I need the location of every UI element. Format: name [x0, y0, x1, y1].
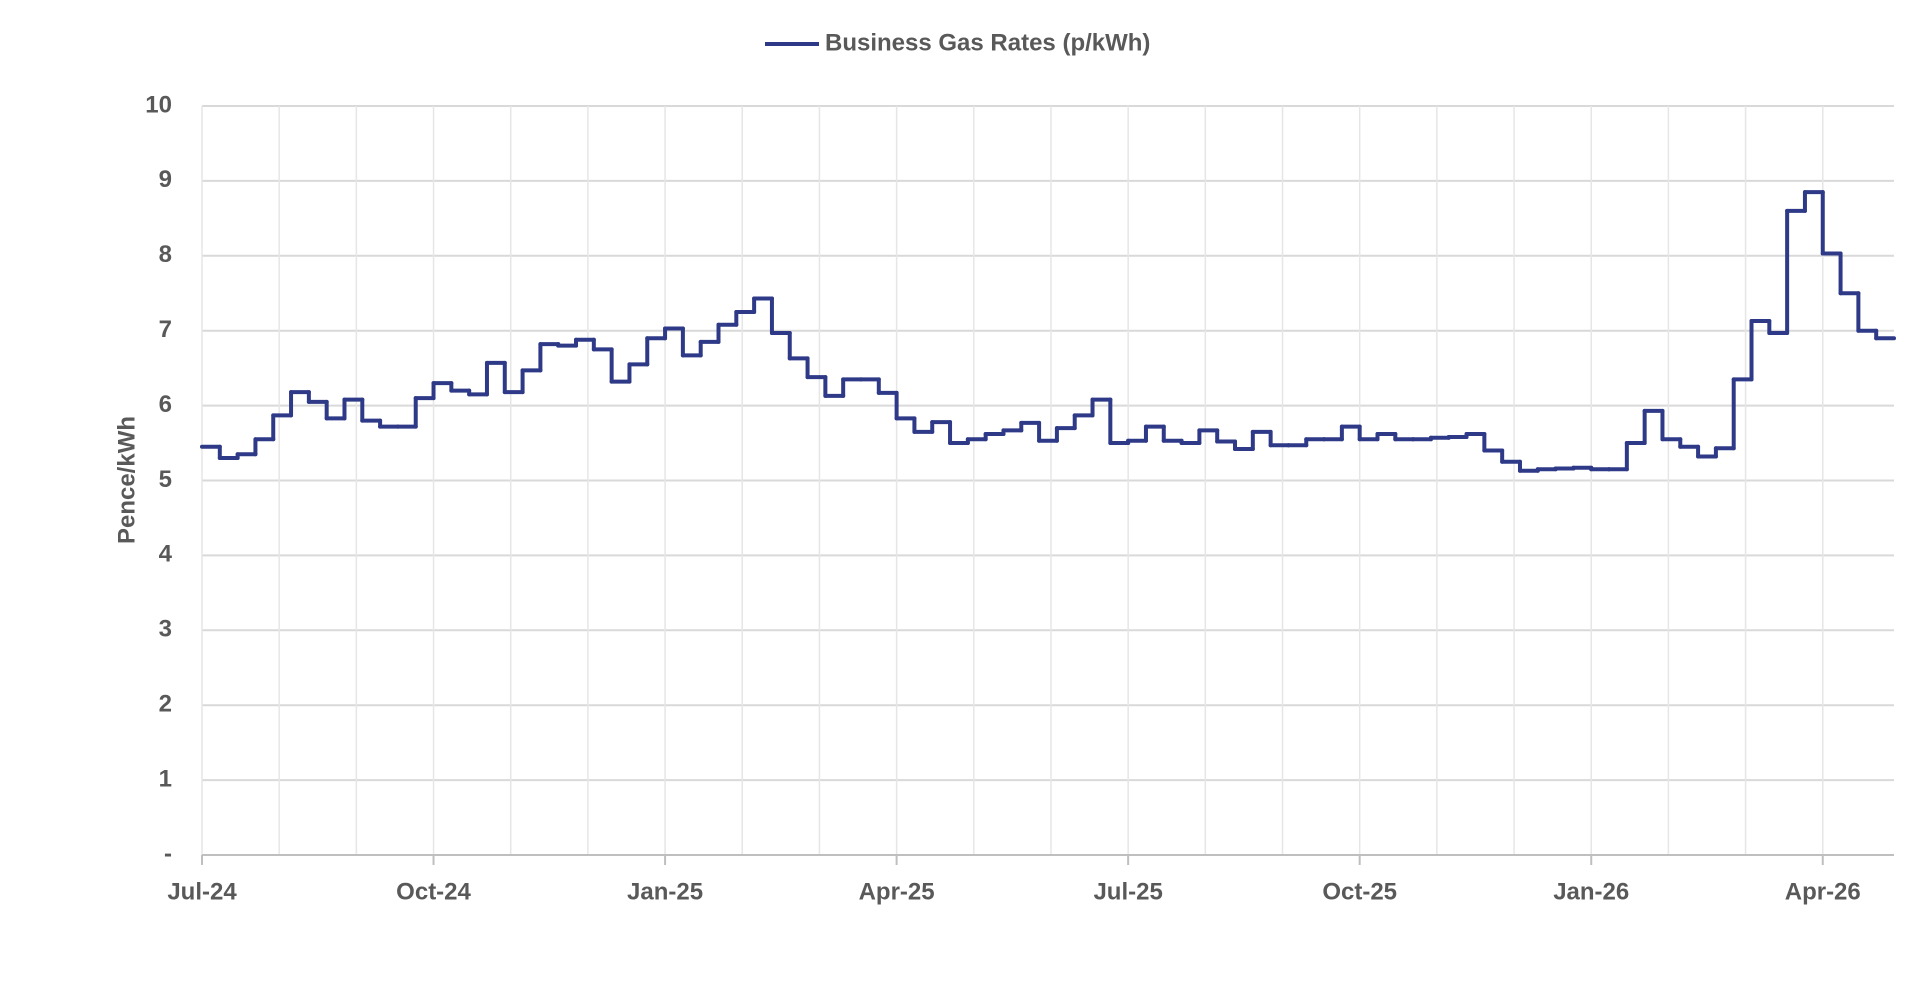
- y-tick-label: 5: [159, 466, 172, 493]
- y-tick-label: 4: [159, 541, 173, 568]
- x-tick-label: Oct-25: [1322, 878, 1397, 905]
- legend-label: Business Gas Rates (p/kWh): [825, 29, 1150, 56]
- x-tick-label: Jul-24: [167, 878, 237, 905]
- y-tick-label: 2: [159, 691, 172, 718]
- x-tick-label: Jan-25: [627, 878, 703, 905]
- x-tick-label: Jan-26: [1553, 878, 1629, 905]
- y-tick-label: 9: [159, 166, 172, 193]
- y-tick-label: -: [164, 840, 172, 867]
- y-tick-label: 8: [159, 241, 172, 268]
- y-tick-label: 6: [159, 391, 172, 418]
- x-tick-label: Apr-25: [859, 878, 935, 905]
- y-axis-title: Pence/kWh: [113, 416, 140, 544]
- y-tick-label: 3: [159, 616, 172, 643]
- y-tick-label: 10: [145, 91, 172, 118]
- y-tick-label: 7: [159, 316, 172, 343]
- y-tick-label: 1: [159, 765, 172, 792]
- x-tick-label: Jul-25: [1093, 878, 1162, 905]
- x-tick-label: Apr-26: [1785, 878, 1861, 905]
- x-tick-label: Oct-24: [396, 878, 471, 905]
